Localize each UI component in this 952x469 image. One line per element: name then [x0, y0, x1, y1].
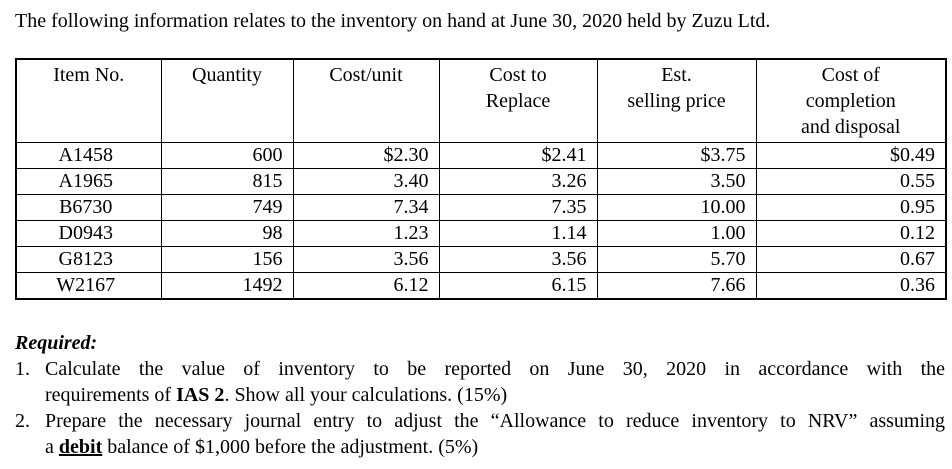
- item-line: a debit balance of $1,000 before the adj…: [45, 434, 945, 460]
- table-cell: 0.55: [755, 168, 947, 195]
- column-header: Cost to Replace: [438, 58, 598, 143]
- table-cell: 749: [160, 194, 294, 221]
- table-cell: 3.50: [596, 168, 757, 195]
- item-line: Prepare the necessary journal entry to a…: [45, 410, 945, 432]
- table-cell: 0.67: [755, 246, 947, 273]
- table-cell: 1492: [160, 272, 294, 300]
- item-number: 2.: [15, 410, 30, 432]
- table-cell: 98: [160, 220, 294, 247]
- table-cell: 3.26: [438, 168, 598, 195]
- table-cell: 7.35: [438, 194, 598, 221]
- document-content: The following information relates to the…: [15, 0, 947, 460]
- required-item-2: 2. Prepare the necessary journal entry t…: [15, 408, 945, 460]
- column-header: Cost of completion and disposal: [755, 58, 947, 143]
- table-cell: 0.95: [755, 194, 947, 221]
- required-heading: Required:: [15, 332, 98, 354]
- table-header-row: Item No. Quantity Cost/unit Cost to Replace…: [15, 58, 947, 143]
- column-header: Cost/unit: [292, 58, 440, 143]
- table-cell: 156: [160, 246, 294, 273]
- item-text-bold: IAS 2: [176, 384, 225, 406]
- item-text: requirements of: [45, 384, 177, 406]
- column-header: Est. selling price: [596, 58, 757, 143]
- table-cell: 6.12: [292, 272, 440, 300]
- table-cell: 10.00: [596, 194, 757, 221]
- table-cell: A1965: [15, 168, 162, 195]
- inventory-table: Item No. Quantity Cost/unit Cost to Replace…: [15, 58, 947, 300]
- table-cell: $2.30: [292, 142, 440, 169]
- table-body: A1458 600 $2.30 $2.41 $3.75 $0.49 A1965 815 3.40…: [15, 142, 947, 300]
- table-cell: $2.41: [438, 142, 598, 169]
- table-cell: 7.34: [292, 194, 440, 221]
- table-cell: $3.75: [596, 142, 757, 169]
- table-row: A1458 600 $2.30 $2.41 $3.75 $0.49: [15, 142, 947, 169]
- table-row: W2167 1492 6.12 6.15 7.66 0.36: [15, 272, 947, 300]
- table-row: B6730 749 7.34 7.35 10.00 0.95: [15, 194, 947, 221]
- table-cell: 1.00: [596, 220, 757, 247]
- item-line: Calculate the value of inventory to be r…: [45, 358, 945, 380]
- item-text-bold-underline: debit: [58, 436, 103, 458]
- table-cell: 3.56: [292, 246, 440, 273]
- table-row: A1965 815 3.40 3.26 3.50 0.55: [15, 168, 947, 195]
- table-cell: A1458: [15, 142, 162, 169]
- table-cell: 600: [160, 142, 294, 169]
- table-cell: 5.70: [596, 246, 757, 273]
- item-line: requirements of IAS 2. Show all your cal…: [45, 382, 945, 408]
- table-cell: 0.12: [755, 220, 947, 247]
- table-cell: W2167: [15, 272, 162, 300]
- table-row: G8123 156 3.56 3.56 5.70 0.67: [15, 246, 947, 273]
- table-cell: 1.23: [292, 220, 440, 247]
- column-header: Quantity: [160, 58, 294, 143]
- table-cell: 3.40: [292, 168, 440, 195]
- item-text: balance of $1,000 before the adjustment.…: [102, 436, 479, 458]
- table-cell: 1.14: [438, 220, 598, 247]
- table-cell: B6730: [15, 194, 162, 221]
- item-number: 1.: [15, 358, 30, 380]
- required-item-1: 1. Calculate the value of inventory to b…: [15, 356, 945, 408]
- table-cell: 6.15: [438, 272, 598, 300]
- required-section: Required: 1. Calculate the value of inve…: [15, 330, 945, 460]
- required-list: 1. Calculate the value of inventory to b…: [15, 356, 945, 460]
- table-cell: 0.36: [755, 272, 947, 300]
- intro-paragraph: The following information relates to the…: [15, 10, 771, 32]
- item-text: . Show all your calculations. (15%): [224, 384, 508, 406]
- column-header: Item No.: [15, 58, 162, 143]
- table-cell: D0943: [15, 220, 162, 247]
- table-cell: 7.66: [596, 272, 757, 300]
- table-row: D0943 98 1.23 1.14 1.00 0.12: [15, 220, 947, 247]
- table-cell: 815: [160, 168, 294, 195]
- table-cell: $0.49: [755, 142, 947, 169]
- table-cell: 3.56: [438, 246, 598, 273]
- table-cell: G8123: [15, 246, 162, 273]
- item-text: a: [45, 436, 59, 458]
